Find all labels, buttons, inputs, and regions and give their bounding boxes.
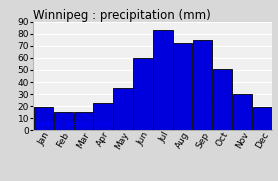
Bar bbox=[54, 112, 73, 130]
Text: Winnipeg : precipitation (mm): Winnipeg : precipitation (mm) bbox=[33, 9, 211, 22]
Bar bbox=[133, 58, 153, 130]
Bar bbox=[73, 112, 93, 130]
Bar bbox=[233, 94, 252, 130]
Bar bbox=[113, 88, 133, 130]
Bar bbox=[173, 43, 192, 130]
Bar bbox=[213, 69, 232, 130]
Text: www.allmetsat.com: www.allmetsat.com bbox=[36, 120, 111, 129]
Bar bbox=[253, 107, 272, 130]
Bar bbox=[93, 103, 113, 130]
Bar bbox=[153, 30, 173, 130]
Bar bbox=[193, 40, 212, 130]
Bar bbox=[34, 107, 53, 130]
